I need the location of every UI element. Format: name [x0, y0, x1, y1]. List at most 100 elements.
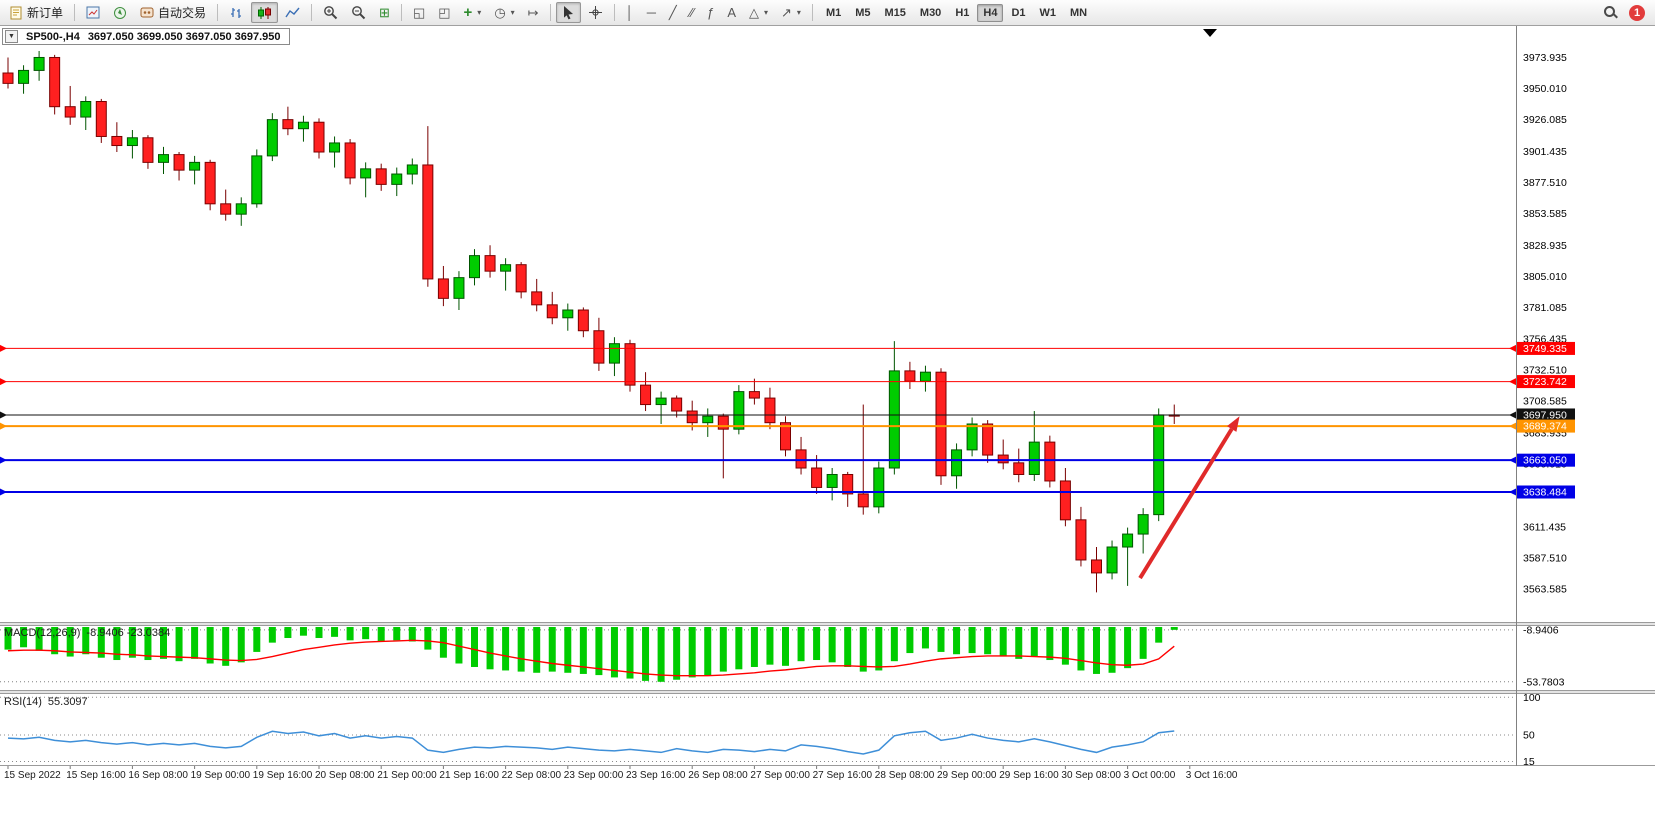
zoom-out-icon [351, 5, 366, 20]
horizontal-level-lines[interactable] [0, 344, 1516, 496]
svg-text:26 Sep 08:00: 26 Sep 08:00 [688, 770, 748, 781]
timeframe-m5-button[interactable]: M5 [855, 6, 871, 19]
timeframe-h4-button[interactable]: H4 [977, 3, 1004, 22]
chart-symbol-readout[interactable]: ▼ SP500-,H4 3697.050 3699.050 3697.050 3… [2, 28, 290, 45]
trend-arrow-annotation[interactable] [1138, 416, 1240, 580]
svg-text:3732.510: 3732.510 [1523, 365, 1567, 377]
svg-text:3697.950: 3697.950 [1523, 409, 1567, 421]
macd-panel[interactable] [0, 627, 1516, 683]
timeframe-h1-button[interactable]: H1 [955, 6, 970, 19]
svg-text:3663.050: 3663.050 [1523, 455, 1567, 467]
chart-end-marker[interactable] [1203, 29, 1218, 37]
svg-text:3853.585: 3853.585 [1523, 208, 1567, 220]
periods-button[interactable]: ◷ ▾ [488, 2, 520, 23]
arrange-cascade-button[interactable]: ◱ [407, 2, 431, 23]
toolbar-separator [311, 4, 313, 21]
svg-text:19 Sep 00:00: 19 Sep 00:00 [191, 770, 251, 781]
timeframe-group: M1 M5 M15 M30 H1 H4 D1 W1 MN [820, 3, 1093, 22]
arrange-tile-button[interactable]: ◰ [432, 2, 456, 23]
price-tag [1517, 341, 1575, 355]
chart-ohlc-values: 3697.050 3699.050 3697.050 3697.950 [87, 30, 281, 43]
bar-chart-icon [229, 6, 244, 20]
new-order-button[interactable]: 新订单 [4, 2, 69, 23]
svg-text:20 Sep 08:00: 20 Sep 08:00 [315, 770, 375, 781]
fibonacci-tool-button[interactable]: ƒ [701, 2, 720, 23]
svg-text:3723.742: 3723.742 [1523, 376, 1567, 388]
indicators-button[interactable]: + ▾ [458, 2, 488, 23]
toolbar-separator [74, 4, 76, 21]
svg-text:3 Oct 00:00: 3 Oct 00:00 [1124, 770, 1176, 781]
timeframe-m1-button[interactable]: M1 [825, 6, 842, 19]
shapes-tool-button[interactable]: △ ▾ [743, 2, 774, 23]
arrows-icon: ↗ [781, 5, 792, 20]
timeframe-d1-button[interactable]: D1 [1011, 6, 1026, 19]
autotrading-icon [140, 6, 154, 19]
horizontal-line-tool-button[interactable]: ─ [641, 2, 662, 23]
timeframe-mn-button[interactable]: MN [1070, 6, 1088, 19]
navigator-icon [113, 6, 127, 20]
search-icon [1603, 5, 1618, 20]
chart-window[interactable]: 15 Sep 2022 15 Sep 16:00 16 Sep 08:00 19 Se… [0, 26, 1655, 826]
arrows-tool-button[interactable]: ↗ ▾ [775, 2, 807, 23]
toolbar-separator [217, 4, 219, 21]
crosshair-button[interactable] [582, 2, 609, 23]
svg-text:15 Sep 2022: 15 Sep 2022 [4, 770, 61, 781]
svg-text:3926.085: 3926.085 [1523, 114, 1567, 126]
svg-text:27 Sep 00:00: 27 Sep 00:00 [750, 770, 810, 781]
price-scale[interactable]: 3973.935 3950.010 3926.085 3901.435 3877.510… [1517, 52, 1575, 768]
channel-tool-button[interactable]: ∕∕ [684, 2, 700, 23]
chart-symbol: SP500-,H4 [26, 30, 80, 43]
add-indicator-icon: + [463, 4, 473, 21]
bar-chart-type-button[interactable] [223, 2, 250, 23]
toolbar-separator [549, 4, 551, 21]
svg-text:15 Sep 16:00: 15 Sep 16:00 [66, 770, 126, 781]
tile-windows-icon: ⊞ [379, 5, 390, 20]
svg-text:29 Sep 16:00: 29 Sep 16:00 [999, 770, 1059, 781]
navigator-button[interactable] [107, 2, 133, 23]
market-watch-button[interactable] [80, 2, 106, 23]
cursor-button[interactable] [555, 2, 581, 23]
svg-text:21 Sep 00:00: 21 Sep 00:00 [377, 770, 437, 781]
line-chart-type-button[interactable] [279, 2, 306, 23]
autotrading-label: 自动交易 [158, 6, 207, 20]
chart-canvas[interactable]: 15 Sep 2022 15 Sep 16:00 16 Sep 08:00 19 Se… [0, 26, 1655, 826]
svg-text:100: 100 [1523, 692, 1541, 704]
timeframe-w1-button[interactable]: W1 [1039, 6, 1057, 19]
timeframe-m15-button[interactable]: M15 [884, 6, 906, 19]
zoom-out-button[interactable] [345, 2, 372, 23]
timeframe-m30-button[interactable]: M30 [919, 6, 942, 19]
zoom-in-icon [323, 5, 338, 20]
svg-text:3781.085: 3781.085 [1523, 302, 1567, 314]
zoom-in-button[interactable] [317, 2, 344, 23]
tile-windows-button[interactable]: ⊞ [373, 2, 396, 23]
new-order-label: 新订单 [27, 6, 64, 20]
text-tool-button[interactable]: A [721, 2, 742, 23]
text-tool-icon: A [727, 5, 736, 20]
svg-text:28 Sep 08:00: 28 Sep 08:00 [875, 770, 935, 781]
symbol-dropdown-icon[interactable]: ▼ [5, 30, 18, 43]
cursor-icon [562, 5, 575, 20]
svg-text:19 Sep 16:00: 19 Sep 16:00 [253, 770, 313, 781]
main-toolbar: 新订单 自动交易 [0, 0, 1655, 26]
panel-splitter[interactable] [0, 690, 1655, 694]
macd-name: MACD(12,26,9) [4, 627, 81, 639]
time-axis[interactable]: 15 Sep 2022 15 Sep 16:00 16 Sep 08:00 19 Se… [4, 766, 1238, 781]
rsi-panel[interactable] [0, 696, 1516, 762]
vertical-line-icon: │ [625, 5, 634, 20]
vertical-line-tool-button[interactable]: │ [620, 2, 640, 23]
trendline-tool-button[interactable]: ╱ [663, 2, 683, 23]
candlestick-chart-type-button[interactable] [251, 2, 279, 23]
candlestick-chart-icon [257, 6, 272, 20]
autotrading-button[interactable]: 自动交易 [134, 2, 212, 23]
svg-text:3587.510: 3587.510 [1523, 553, 1567, 565]
dropdown-caret-icon: ▾ [477, 8, 482, 17]
notification-badge[interactable]: 1 [1629, 4, 1645, 21]
chart-shift-button[interactable]: ↦ [522, 2, 545, 23]
price-tag [1517, 485, 1575, 499]
svg-text:3828.935: 3828.935 [1523, 240, 1567, 252]
dropdown-caret-icon: ▾ [764, 8, 769, 17]
svg-text:16 Sep 08:00: 16 Sep 08:00 [128, 770, 188, 781]
search-button[interactable] [1597, 2, 1624, 23]
panel-splitter[interactable] [0, 622, 1655, 626]
arrange-tile-icon: ◰ [438, 5, 451, 20]
